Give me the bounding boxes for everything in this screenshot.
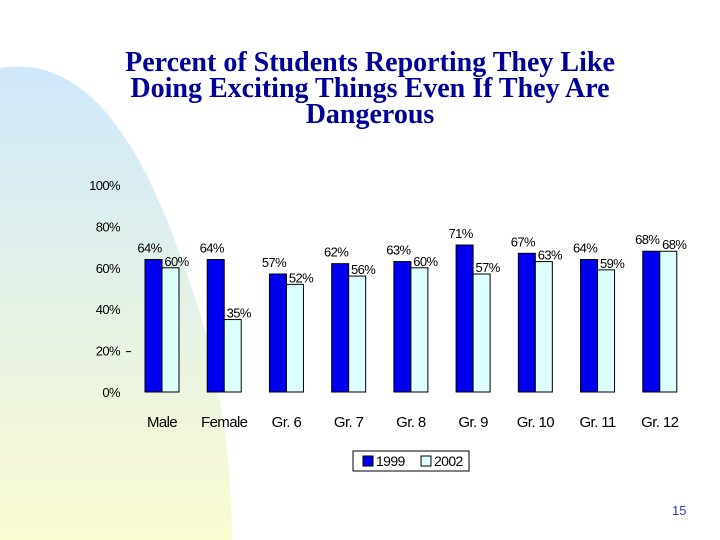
data-label: 62% (324, 245, 349, 260)
legend-label: 1999 (376, 453, 406, 469)
y-tick-label: 20% (96, 344, 121, 359)
bar-2002 (534, 261, 553, 393)
slide-title: Percent of Students Reporting They Like … (60, 47, 680, 130)
bar-2002 (285, 283, 304, 393)
bar-2002 (410, 267, 429, 393)
bar-2002 (472, 273, 491, 393)
title-line-1: Percent of Students Reporting They Like (125, 47, 615, 78)
data-label: 57% (262, 255, 287, 270)
legend-box (352, 450, 470, 472)
bar-1999 (517, 252, 536, 393)
data-label: 59% (600, 256, 625, 271)
data-label: 67% (511, 234, 536, 249)
title-line-2: Doing Exciting Things Even If They Are (130, 73, 610, 104)
x-tick-label: Gr. 6 (272, 414, 302, 431)
data-label: 68% (635, 232, 660, 247)
bar-1999 (206, 259, 225, 393)
bar-1999 (642, 250, 661, 393)
data-label: 63% (538, 248, 563, 263)
bar-2002 (597, 269, 616, 393)
x-tick-label: Gr. 12 (641, 414, 679, 431)
legend-swatch-1999 (362, 455, 374, 467)
bar-1999 (393, 261, 412, 393)
y-tick-label: 40% (96, 302, 121, 317)
data-label: 64% (573, 241, 598, 256)
bar-2002 (161, 267, 180, 393)
x-tick-label: Female (201, 414, 248, 431)
bar-1999 (580, 259, 599, 393)
x-tick-label: Gr. 9 (458, 414, 488, 431)
bar-1999 (144, 259, 163, 393)
y-tick-label: 80% (96, 219, 121, 234)
data-label: 52% (289, 270, 314, 285)
x-tick-label: Gr. 8 (396, 414, 426, 431)
data-label: 64% (137, 241, 162, 256)
x-tick-label: Male (147, 414, 177, 431)
x-tick-label: Gr. 10 (517, 414, 555, 431)
data-label: 68% (662, 237, 687, 252)
data-label: 60% (164, 254, 189, 269)
data-label: 60% (413, 254, 438, 269)
y-tick-label: 100% (89, 178, 121, 193)
data-label: 64% (200, 241, 225, 256)
bar-1999 (268, 273, 287, 393)
data-label: 57% (475, 260, 500, 275)
y-tick-label: 60% (96, 261, 121, 276)
bar-2002 (659, 250, 678, 393)
page-number: 15 (672, 503, 687, 518)
bar-1999 (455, 244, 474, 393)
y-tick-label: 0% (102, 385, 121, 400)
data-label: 71% (448, 226, 473, 241)
x-tick-label: Gr. 7 (334, 414, 364, 431)
bar-2002 (223, 319, 242, 393)
bar-1999 (331, 263, 350, 393)
data-label: 56% (351, 262, 376, 277)
x-tick-label: Gr. 11 (579, 414, 615, 431)
bar-2002 (348, 275, 367, 393)
data-label: 35% (227, 306, 252, 321)
data-label: 63% (386, 243, 411, 258)
title-line-3: Dangerous (305, 99, 435, 130)
legend-label: 2002 (434, 453, 464, 469)
legend-swatch-2002 (420, 455, 432, 467)
